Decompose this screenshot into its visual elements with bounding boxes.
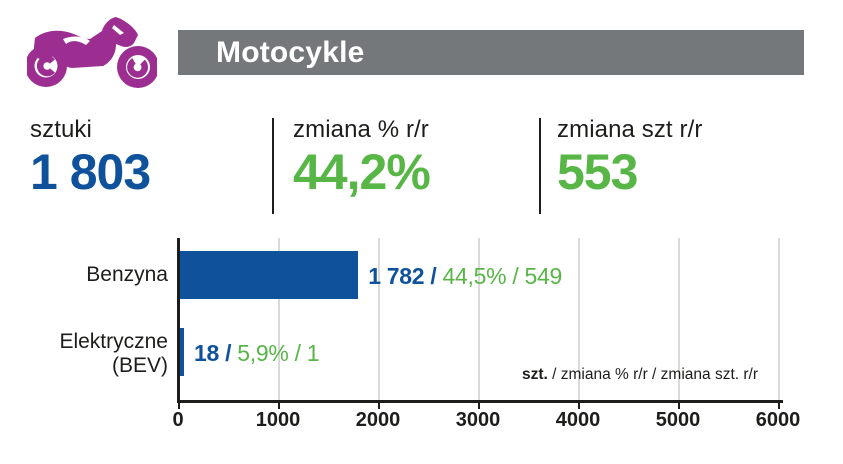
tick-label: 6000 (755, 409, 801, 431)
tick-mark (178, 400, 180, 409)
gridline (778, 238, 780, 400)
y-axis (177, 238, 180, 402)
category-label-elektryczne-bev: Elektryczne (BEV) (59, 330, 168, 377)
gridline (278, 238, 280, 400)
stat-change-units-value: 553 (557, 144, 638, 200)
stat-divider (272, 118, 274, 214)
x-axis (177, 400, 783, 403)
gridline (578, 238, 580, 400)
tick-label: 3000 (455, 409, 501, 431)
motorcycle-icon (27, 17, 157, 88)
stat-divider (539, 118, 541, 214)
bar-value-label-elektryczne-bev: 18 / 5,9% / 1 (194, 340, 320, 367)
tick-label: 2000 (355, 409, 401, 431)
stat-change-percent-label: zmiana % r/r (293, 116, 429, 143)
tick-mark (578, 400, 580, 409)
tick-mark (678, 400, 680, 409)
gridline (478, 238, 480, 400)
section-header-bar: Motocykle (178, 30, 804, 75)
bar-elektryczne-bev (180, 328, 184, 376)
stat-units-label: sztuki (30, 116, 92, 143)
gridline (378, 238, 380, 400)
bar-benzyna (180, 251, 359, 299)
bar-units-value: 1 782 / (368, 263, 443, 289)
tick-label: 4000 (555, 409, 601, 431)
stat-change-percent: zmiana % r/r 44,2% (293, 116, 431, 200)
chart-legend: szt. / zmiana % r/r / zmiana szt. r/r (522, 366, 758, 383)
bar-change-value: 44,5% / 549 (442, 263, 563, 289)
bar-units-value: 18 / (194, 340, 238, 366)
tick-mark (778, 400, 780, 409)
stat-change-units-label: zmiana szt r/r (557, 116, 703, 143)
page-title: Motocykle (216, 35, 365, 69)
tick-label: 5000 (655, 409, 701, 431)
stat-change-percent-value: 44,2% (293, 144, 431, 200)
tick-label: 0 (172, 409, 184, 431)
bar-change-value: 5,9% / 1 (237, 340, 320, 366)
gridline (678, 238, 680, 400)
category-label-benzyna: Benzyna (86, 263, 168, 286)
stat-change-units: zmiana szt r/r 553 (557, 116, 702, 198)
stat-units-value: 1 803 (30, 144, 151, 200)
tick-label: 1000 (255, 409, 301, 431)
tick-mark (478, 400, 480, 409)
stat-units: sztuki 1 803 (30, 116, 151, 200)
tick-mark (378, 400, 380, 409)
bar-value-label-benzyna: 1 782 / 44,5% / 549 (368, 263, 562, 290)
tick-mark (278, 400, 280, 409)
